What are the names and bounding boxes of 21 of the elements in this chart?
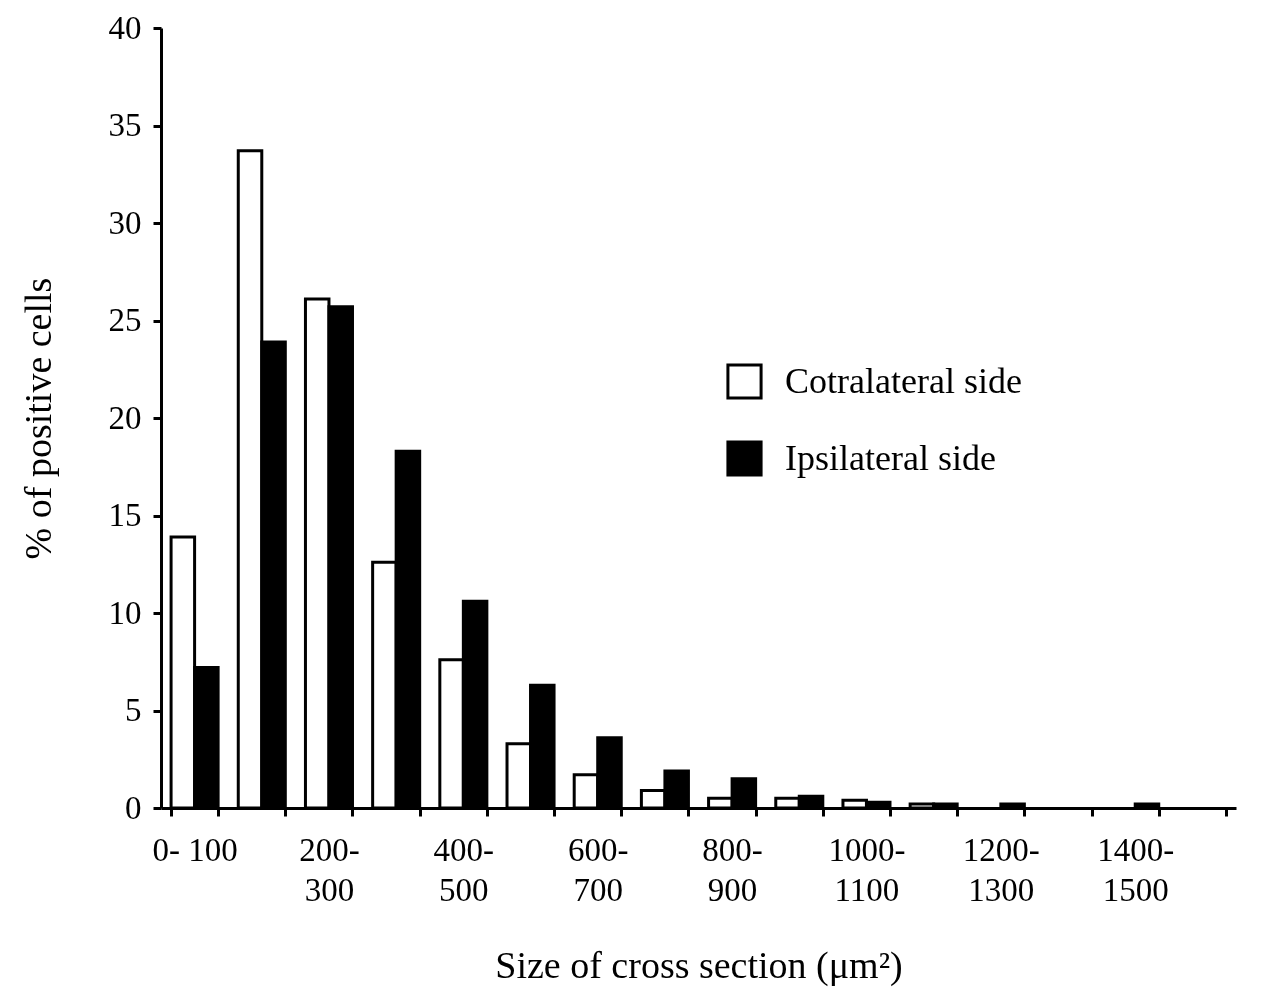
y-tick-label: 5 [125, 692, 142, 728]
x-tick-label: 600- 700 [567, 831, 629, 908]
x-tick-label: 200- 300 [299, 831, 360, 908]
y-tick-label: 30 [108, 204, 142, 241]
x-tick-label: 0- 100 [152, 831, 238, 868]
x-axis-title: Size of cross section (μm²) [495, 943, 903, 987]
legend-label: Ipsilateral side [785, 437, 996, 478]
x-tick-label: 1000- 1100 [828, 831, 906, 908]
y-tick-label: 20 [108, 399, 142, 436]
y-tick-label: 25 [108, 302, 142, 338]
x-tick-label: 400- 500 [433, 831, 495, 908]
legend-label: Cotralateral side [785, 360, 1022, 401]
x-tick-label: 1200- 1300 [962, 831, 1040, 908]
y-tick-label: 0 [125, 789, 142, 826]
y-tick-label: 10 [108, 594, 142, 631]
y-tick-label: 40 [108, 9, 142, 46]
x-tick-label: 800- 900 [702, 831, 763, 908]
y-axis-title: % of positive cells [16, 277, 59, 560]
x-tick-label: 1400- 1500 [1097, 831, 1175, 908]
y-tick-label: 15 [108, 497, 142, 533]
y-tick-label: 35 [108, 107, 142, 143]
